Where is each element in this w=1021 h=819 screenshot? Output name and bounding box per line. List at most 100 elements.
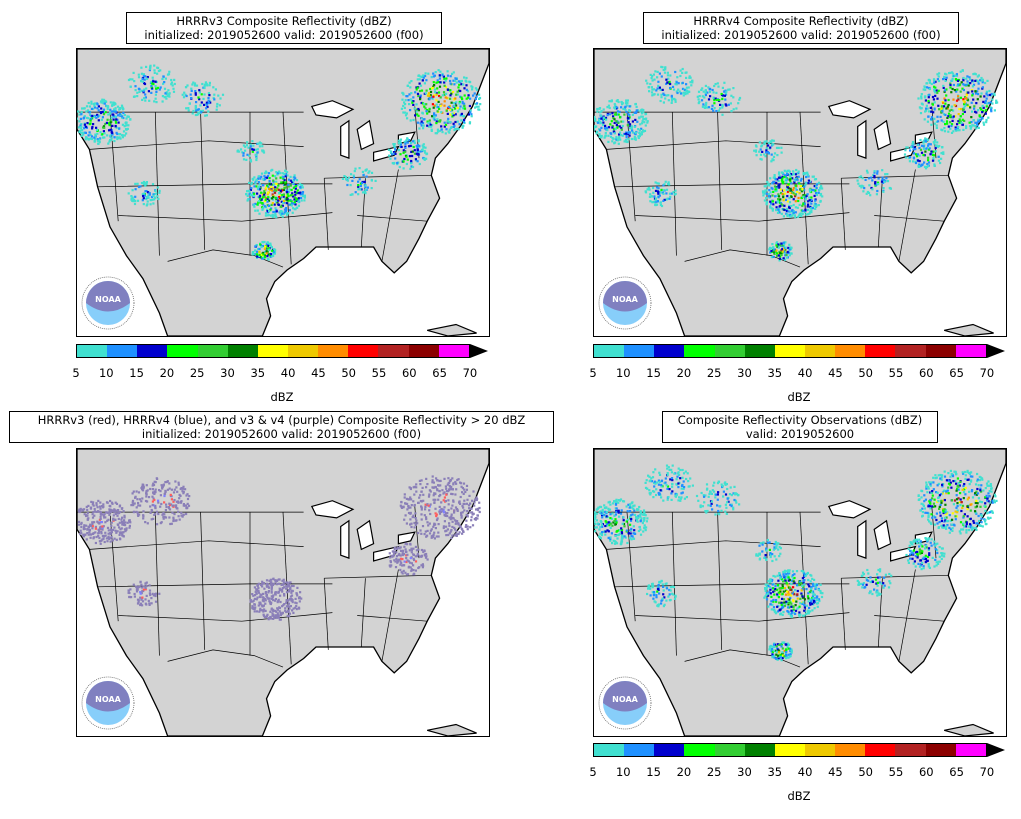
radar-echo — [461, 126, 464, 129]
colorbar-tick-label: 30 — [220, 366, 235, 380]
radar-echo — [89, 507, 92, 510]
state-border — [874, 215, 945, 222]
radar-echo — [472, 94, 475, 97]
radar-echo — [239, 148, 243, 151]
radar-echo — [133, 80, 136, 83]
radar-echo — [710, 107, 713, 110]
radar-echo — [821, 187, 824, 190]
radar-echo — [296, 594, 299, 597]
radar-echo — [424, 107, 427, 110]
radar-echo — [419, 529, 422, 532]
radar-echo — [295, 602, 298, 605]
radar-echo — [248, 193, 251, 196]
radar-echo — [594, 526, 597, 529]
radar-echo — [780, 178, 783, 181]
radar-echo — [274, 175, 277, 178]
radar-echo — [934, 139, 937, 142]
colorbar-tick-label: 15 — [129, 366, 144, 380]
radar-echo — [598, 528, 601, 531]
radar-echo — [255, 250, 259, 253]
radar-echo — [282, 176, 285, 179]
radar-echo — [436, 87, 439, 90]
radar-echo — [94, 102, 97, 105]
radar-echo — [108, 124, 111, 127]
radar-echo — [270, 607, 273, 610]
radar-echo — [252, 204, 256, 207]
radar-echo — [872, 174, 875, 177]
radar-echo — [645, 479, 648, 482]
radar-echo — [101, 133, 104, 136]
radar-echo — [159, 494, 162, 497]
radar-echo — [596, 110, 599, 113]
radar-echo — [932, 140, 935, 144]
radar-echo — [279, 594, 282, 597]
radar-echo — [140, 72, 143, 75]
radar-echo — [137, 501, 140, 505]
radar-echo — [86, 514, 89, 517]
radar-echo — [971, 90, 974, 93]
radar-echo — [257, 582, 260, 585]
radar-echo — [452, 122, 455, 125]
colorbar-swatch — [167, 345, 198, 357]
radar-echo — [301, 191, 305, 194]
radar-echo — [267, 586, 271, 589]
radar-echo — [114, 109, 117, 112]
radar-echo — [290, 584, 294, 587]
radar-echo — [794, 193, 797, 196]
radar-echo — [254, 182, 257, 185]
radar-echo — [442, 526, 445, 530]
radar-echo — [438, 85, 442, 88]
radar-echo — [462, 482, 466, 485]
radar-echo — [77, 126, 81, 129]
us-map — [594, 449, 1006, 736]
colorbar-swatch — [257, 345, 288, 357]
radar-echo — [954, 128, 957, 131]
radar-echo — [111, 502, 114, 505]
radar-echo — [662, 92, 665, 95]
radar-echo — [473, 501, 476, 504]
radar-echo — [615, 120, 618, 123]
radar-echo — [659, 88, 662, 91]
radar-echo — [632, 507, 635, 510]
radar-echo — [466, 90, 469, 93]
radar-echo — [77, 523, 80, 526]
radar-echo — [429, 94, 432, 97]
radar-echo — [881, 176, 884, 179]
colorbar-tick-label: 60 — [918, 366, 934, 380]
radar-echo — [779, 204, 782, 207]
radar-echo — [142, 180, 146, 184]
radar-echo — [400, 107, 403, 110]
radar-echo — [683, 497, 686, 500]
radar-echo — [133, 592, 136, 596]
radar-echo — [666, 485, 670, 488]
radar-echo — [142, 203, 145, 206]
radar-echo — [93, 514, 96, 517]
radar-echo — [395, 547, 399, 550]
radar-echo — [637, 516, 640, 519]
radar-echo — [158, 592, 161, 595]
radar-echo — [668, 197, 671, 200]
radar-echo — [294, 187, 297, 190]
radar-echo — [633, 125, 636, 128]
radar-echo — [406, 502, 409, 505]
colorbar-swatch — [835, 345, 866, 357]
radar-echo — [931, 159, 935, 162]
radar-echo — [721, 86, 724, 89]
radar-echo — [257, 200, 261, 203]
radar-echo — [399, 557, 403, 560]
radar-echo — [974, 121, 977, 124]
radar-echo — [413, 152, 417, 155]
radar-echo — [164, 95, 167, 98]
radar-echo — [920, 144, 924, 147]
radar-echo — [109, 499, 112, 503]
radar-echo — [449, 478, 452, 482]
radar-echo — [251, 253, 254, 256]
radar-echo — [971, 124, 974, 127]
radar-echo — [789, 180, 792, 183]
radar-echo — [647, 186, 650, 190]
radar-echo — [270, 207, 273, 210]
radar-echo — [242, 152, 245, 155]
radar-echo — [792, 210, 795, 213]
state-border — [167, 249, 284, 268]
radar-echo — [134, 188, 137, 191]
